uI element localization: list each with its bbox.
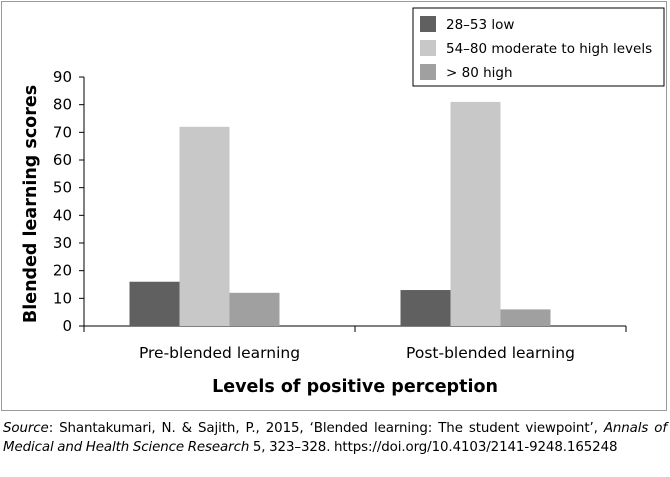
x-category-label: Pre-blended learning: [139, 344, 300, 362]
bar-pre-series-2: [179, 126, 230, 326]
y-tick-label: 70: [53, 123, 72, 141]
y-tick-label: 0: [62, 317, 72, 335]
bar-pre-series-3: [229, 292, 280, 326]
y-tick-label: 50: [53, 179, 72, 197]
x-category-label: Post-blended learning: [406, 344, 575, 362]
y-tick-label: 90: [53, 68, 72, 86]
bar-pre-series-1: [129, 281, 180, 326]
caption-source-label: Source: [3, 421, 49, 436]
figure-caption: Source: Shantakumari, N. & Sajith, P., 2…: [3, 419, 667, 457]
y-tick-label: 10: [53, 289, 72, 307]
y-tick-label: 30: [53, 234, 72, 252]
bar-post-series-2: [450, 101, 501, 327]
legend-box: [412, 7, 665, 87]
bar-chart: 0 10 20 30 40 50 60 70 80 90 Pre-blended learning P…: [21, 7, 665, 397]
y-tick-label: 60: [53, 151, 72, 169]
caption-source-text: : Shantakumari, N. & Sajith, P., 2015, ‘…: [48, 421, 604, 436]
legend-swatch-1: [420, 16, 436, 32]
y-tick-label: 40: [53, 206, 72, 224]
bar-post-series-1: [400, 290, 451, 326]
bar-post-series-3: [500, 309, 551, 326]
legend-label-3: > 80 high: [446, 65, 513, 81]
y-tick-label: 20: [53, 262, 72, 280]
legend-swatch-2: [420, 40, 436, 56]
caption-citation: 5, 323–328. https://doi.org/10.4103/2141…: [249, 440, 618, 455]
figure-frame: [1, 1, 667, 411]
y-axis-title: Blended learning scores: [21, 85, 41, 323]
caption-journal: Annals of Medical and Health Science Res…: [3, 421, 667, 455]
legend-label-2: 54–80 moderate to high levels: [446, 41, 652, 57]
y-tick-label: 80: [53, 96, 72, 114]
legend-swatch-3: [420, 64, 436, 80]
legend-label-1: 28–53 low: [446, 17, 514, 33]
x-axis-title: Levels of positive perception: [212, 377, 498, 397]
